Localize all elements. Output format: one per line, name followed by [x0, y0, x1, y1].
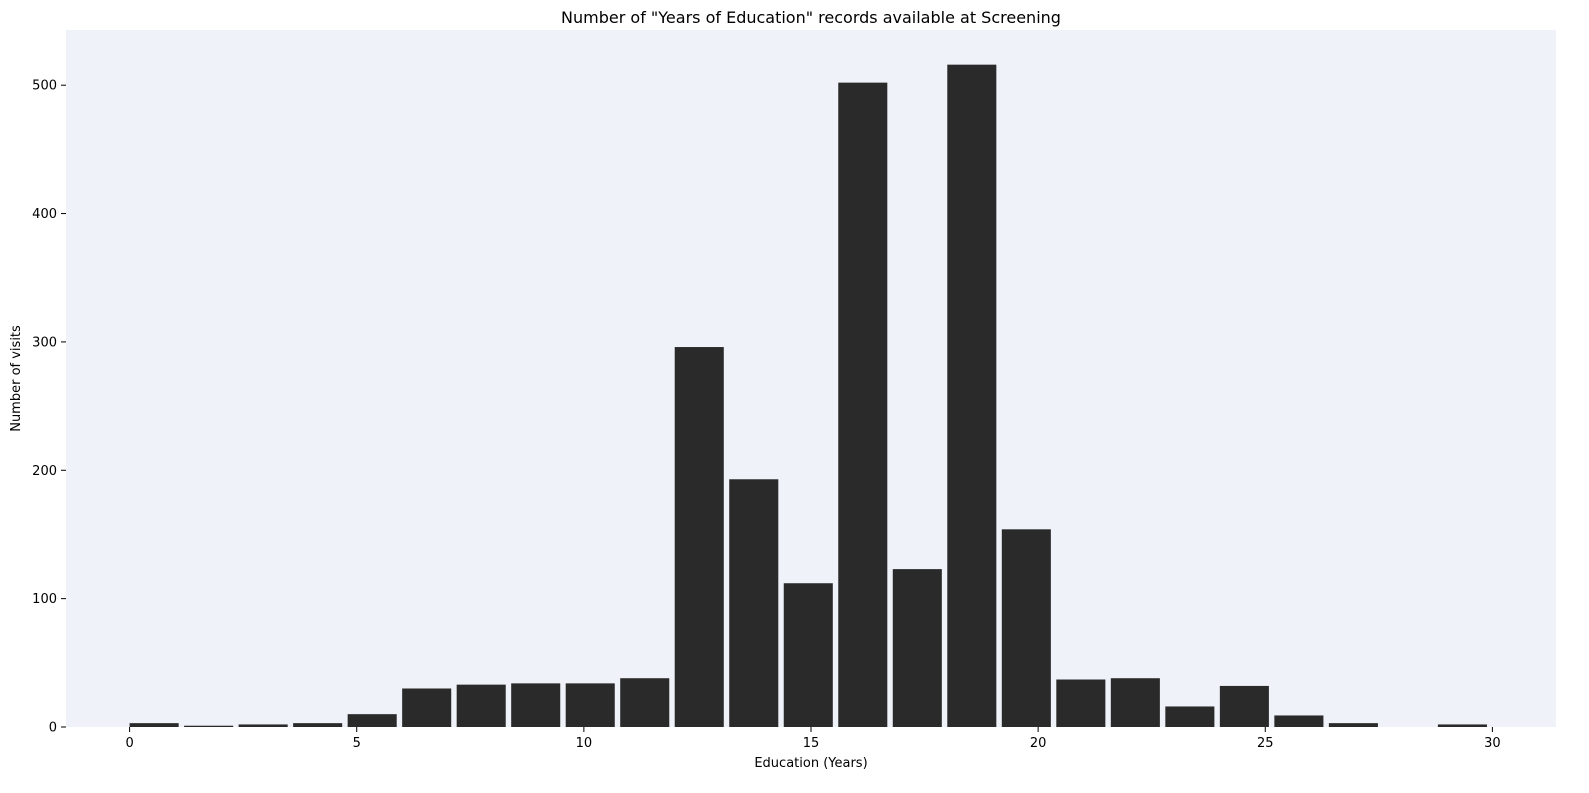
bar-2	[238, 724, 288, 727]
bar-15	[947, 64, 997, 727]
y-tick-label: 300	[32, 335, 57, 350]
bar-6	[456, 684, 506, 727]
bar-0	[129, 723, 179, 727]
y-axis-ticks: 0 100 200 300 400 500	[32, 79, 66, 736]
bar-22	[1328, 723, 1378, 727]
bar-1	[184, 725, 234, 727]
x-tick-label: 5	[353, 736, 361, 751]
x-axis-ticks: 0 5 10 15 20 25 30	[125, 727, 1501, 751]
bar-7	[511, 683, 561, 727]
bar-19	[1165, 706, 1215, 727]
bar-24	[1437, 724, 1487, 727]
chart-title: Number of "Years of Education" records a…	[561, 8, 1061, 27]
x-tick-label: 0	[125, 736, 133, 751]
bar-16	[1001, 529, 1051, 727]
bar-18	[1110, 678, 1160, 727]
bar-9	[620, 678, 670, 727]
bar-3	[293, 723, 343, 727]
bar-14	[892, 569, 942, 727]
bar-17	[1056, 679, 1106, 727]
y-axis-label: Number of visits	[9, 325, 24, 432]
bar-4	[347, 714, 397, 727]
bar-10	[674, 347, 724, 727]
bars-group	[129, 64, 1487, 727]
bar-13	[838, 82, 888, 727]
y-tick-label: 100	[32, 592, 57, 607]
x-tick-label: 10	[576, 736, 593, 751]
x-tick-label: 25	[1257, 736, 1274, 751]
bar-20	[1219, 685, 1269, 727]
bar-5	[402, 688, 452, 727]
x-tick-label: 15	[803, 736, 820, 751]
x-tick-label: 20	[1030, 736, 1047, 751]
bar-12	[783, 583, 833, 727]
x-tick-label: 30	[1484, 736, 1501, 751]
y-tick-label: 400	[32, 207, 57, 222]
bar-11	[729, 479, 779, 727]
x-axis-label: Education (Years)	[754, 756, 867, 771]
y-tick-label: 500	[32, 79, 57, 94]
bar-21	[1274, 715, 1324, 727]
y-tick-label: 200	[32, 464, 57, 479]
y-tick-label: 0	[49, 721, 57, 736]
bar-8	[565, 683, 615, 727]
